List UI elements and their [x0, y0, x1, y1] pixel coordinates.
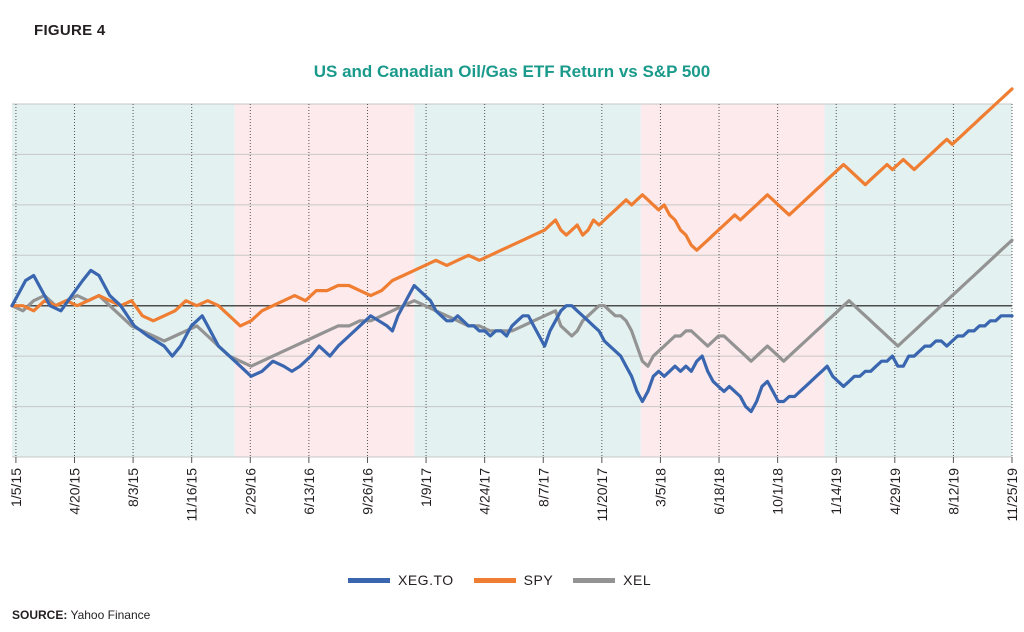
x-tick-label: 1/14/19	[828, 468, 844, 515]
figure-label: FIGURE 4	[34, 22, 106, 39]
x-tick-label: 3/5/18	[652, 468, 668, 507]
chart-title: US and Canadian Oil/Gas ETF Return vs S&…	[313, 62, 711, 81]
chart-legend: XEG.TO SPY XEL	[348, 572, 671, 588]
x-tick-label: 2/29/16	[242, 468, 258, 515]
x-tick-label: 1/9/17	[418, 468, 434, 507]
shaded-period-3	[640, 104, 825, 457]
x-tick-label: 10/1/18	[770, 468, 786, 515]
x-tick-label: 8/12/19	[945, 468, 961, 515]
legend-item-xel: XEL	[573, 572, 651, 588]
x-tick-label: 4/29/19	[887, 468, 903, 515]
shaded-period-0	[12, 104, 235, 457]
source-text: Yahoo Finance	[70, 608, 151, 622]
x-tick-label: 8/3/15	[125, 468, 141, 507]
legend-swatch-spy	[473, 577, 516, 583]
legend-swatch-xeg	[348, 577, 390, 583]
shaded-period-1	[234, 104, 415, 457]
series-line-xeg	[10, 268, 1014, 414]
source-note: SOURCE: Yahoo Finance	[12, 608, 150, 622]
x-tick-label: 11/16/15	[184, 468, 200, 522]
legend-label-xel: XEL	[623, 572, 652, 588]
x-tick-label: 4/20/15	[67, 468, 83, 515]
x-tick-label: 6/18/18	[711, 468, 727, 515]
legend-label-xeg: XEG.TO	[398, 572, 454, 588]
shaded-period-4	[824, 104, 1012, 457]
x-tick-label: 8/7/17	[535, 468, 551, 507]
x-tick-label: 1/5/15	[8, 468, 24, 507]
series-line-spy	[10, 87, 1014, 328]
x-tick-label: 6/13/16	[301, 468, 317, 515]
x-tick-label: 11/20/17	[594, 468, 610, 522]
source-label: SOURCE:	[12, 608, 68, 622]
shaded-period-2	[414, 104, 641, 457]
x-tick-label: 4/24/17	[477, 468, 493, 515]
x-tick-label: 11/25/19	[1004, 468, 1020, 522]
legend-item-spy: SPY	[473, 572, 554, 588]
series-line-xel	[10, 238, 1014, 368]
legend-item-xeg: XEG.TO	[348, 572, 454, 588]
legend-label-spy: SPY	[523, 572, 554, 588]
x-tick-label: 9/26/16	[359, 468, 375, 515]
legend-swatch-xel	[573, 577, 616, 583]
